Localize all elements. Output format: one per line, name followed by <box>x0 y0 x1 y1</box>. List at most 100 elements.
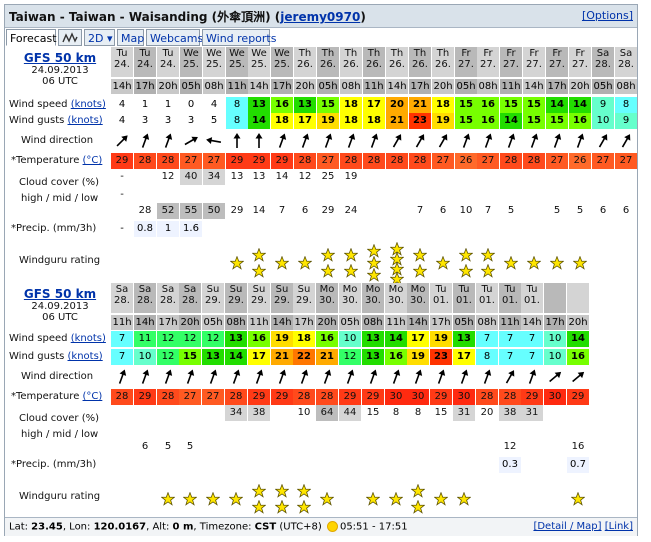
tab-map[interactable]: Map <box>117 29 144 46</box>
temperature-cell: 29 <box>226 153 248 169</box>
model-link[interactable]: GFS 50 km <box>23 51 97 65</box>
lon-value: 120.0167 <box>93 521 147 533</box>
knots-link[interactable]: (knots) <box>70 333 106 344</box>
hour-cell: 11h <box>499 315 521 330</box>
tab-wind-reports[interactable]: Wind reports <box>202 29 276 46</box>
windguru-rating-label: Windguru rating <box>19 255 101 266</box>
celsius-link[interactable]: (°C) <box>82 391 103 402</box>
hour-cell: 08h <box>203 79 225 94</box>
wind-gusts-cell: 18 <box>271 113 293 129</box>
precip-cell <box>316 457 338 473</box>
wind-arrow-icon <box>157 367 179 387</box>
temperature-cell: 28 <box>111 389 133 405</box>
day-date: 27. <box>503 59 519 70</box>
temperature-cell: 29 <box>111 153 133 169</box>
wind-speed-cell: 4 <box>111 97 133 113</box>
wind-arrow-icon <box>567 367 589 387</box>
knots-link[interactable]: (knots) <box>67 115 103 126</box>
model-link[interactable]: GFS 50 km <box>23 287 97 301</box>
cloud-mid-cell <box>362 423 384 439</box>
day-header: Su 29. <box>293 283 315 313</box>
temperature-cell: 28 <box>499 389 521 405</box>
cloud-high-cell <box>134 405 156 421</box>
link-link[interactable]: [Link] <box>604 521 633 532</box>
day-name: Sa <box>596 48 610 59</box>
cloud-high-cell: 38 <box>499 405 521 421</box>
hour-cell: 14h <box>521 315 543 330</box>
wind-gusts-cell: 9 <box>615 113 637 129</box>
precip-cell <box>339 457 361 473</box>
rating-star-icon <box>251 263 267 278</box>
hour-cell: 05h <box>592 79 614 94</box>
rating-star-icon <box>251 499 267 514</box>
precip-cell: 0.8 <box>134 221 156 237</box>
day-name: We <box>251 48 267 59</box>
cloud-high-cell: 15 <box>434 407 448 418</box>
wind-arrow-icon <box>134 367 156 387</box>
hour-cell: 17h <box>157 315 179 330</box>
wind-arrow-icon <box>293 367 315 387</box>
user-link[interactable]: jeremy0970 <box>280 10 361 24</box>
wind-arrow-icon <box>615 131 637 151</box>
day-date: 26. <box>366 59 382 70</box>
rating-star-icon <box>526 255 542 270</box>
hour-cell: 17h <box>293 315 315 330</box>
wind-gusts-cell: 18 <box>340 113 362 129</box>
day-date: 25. <box>183 59 199 70</box>
hour-cell: 11h <box>226 79 248 94</box>
day-name: Fr <box>529 48 539 59</box>
day-name: Su <box>252 284 266 295</box>
cloud-high-cell <box>111 405 133 421</box>
wind-speed-cell: 10 <box>339 331 361 347</box>
cloud-high-cell <box>567 405 589 421</box>
tab-webcams[interactable]: Webcams <box>146 29 203 46</box>
knots-link[interactable]: (knots) <box>67 351 103 362</box>
cloud-low-cell: 6 <box>599 205 607 216</box>
tz-value: CST <box>254 521 277 533</box>
hour-cell: 05h <box>453 315 475 330</box>
temperature-cell: 26 <box>569 153 591 169</box>
tab-graph[interactable] <box>58 29 82 46</box>
tab-forecast[interactable]: Forecast <box>6 29 57 46</box>
day-header: Tu 01. <box>499 283 521 313</box>
precip-cell <box>271 457 293 473</box>
rating-star-icon <box>320 263 336 278</box>
cloud-low-cell <box>521 439 543 455</box>
day-date: 26. <box>435 59 451 70</box>
knots-link[interactable]: (knots) <box>70 99 106 110</box>
rating-star-icon <box>366 243 382 258</box>
wind-gusts-cell: 14 <box>225 349 247 365</box>
tab-2d[interactable]: 2D ▾ <box>84 29 115 46</box>
temperature-cell: 28 <box>409 153 431 169</box>
wind-speed-cell: 0 <box>180 97 202 113</box>
day-header: Tu 24. <box>134 47 156 77</box>
day-header: Mo 30. <box>385 283 407 313</box>
wind-gusts-cell: 7 <box>499 349 521 365</box>
day-date: 26. <box>343 59 359 70</box>
rating-star-icon <box>480 263 496 278</box>
precip-cell <box>203 221 225 237</box>
cloud-low-cell <box>293 439 315 455</box>
cloud-high-cell: 13 <box>252 171 266 182</box>
sun-times: 05:51 - 17:51 <box>339 521 408 533</box>
cloud-high-cell <box>615 169 637 185</box>
precip-cell: 0.3 <box>499 457 521 473</box>
day-name: Tu <box>526 284 538 295</box>
wind-speed-cell: 14 <box>546 97 568 113</box>
rating-star-icon <box>251 483 267 498</box>
cloud-mid-cell <box>523 187 545 203</box>
precip-cell: - <box>120 223 124 234</box>
day-header: Fr 27. <box>546 47 568 77</box>
detail-map-link[interactable]: [Detail / Map] <box>533 521 602 532</box>
day-name: Su <box>275 284 289 295</box>
wind-gusts-cell: 19 <box>407 349 429 365</box>
day-date: 27. <box>572 59 588 70</box>
precip-cell <box>386 221 408 237</box>
celsius-link[interactable]: (°C) <box>82 155 103 166</box>
wind-arrow-icon <box>340 131 362 151</box>
precip-cell <box>615 221 637 237</box>
cloud-mid-cell <box>386 187 408 203</box>
options-link[interactable]: [Options] <box>581 9 633 22</box>
wind-arrow-icon <box>248 367 270 387</box>
cloud-mid-cell <box>500 187 522 203</box>
